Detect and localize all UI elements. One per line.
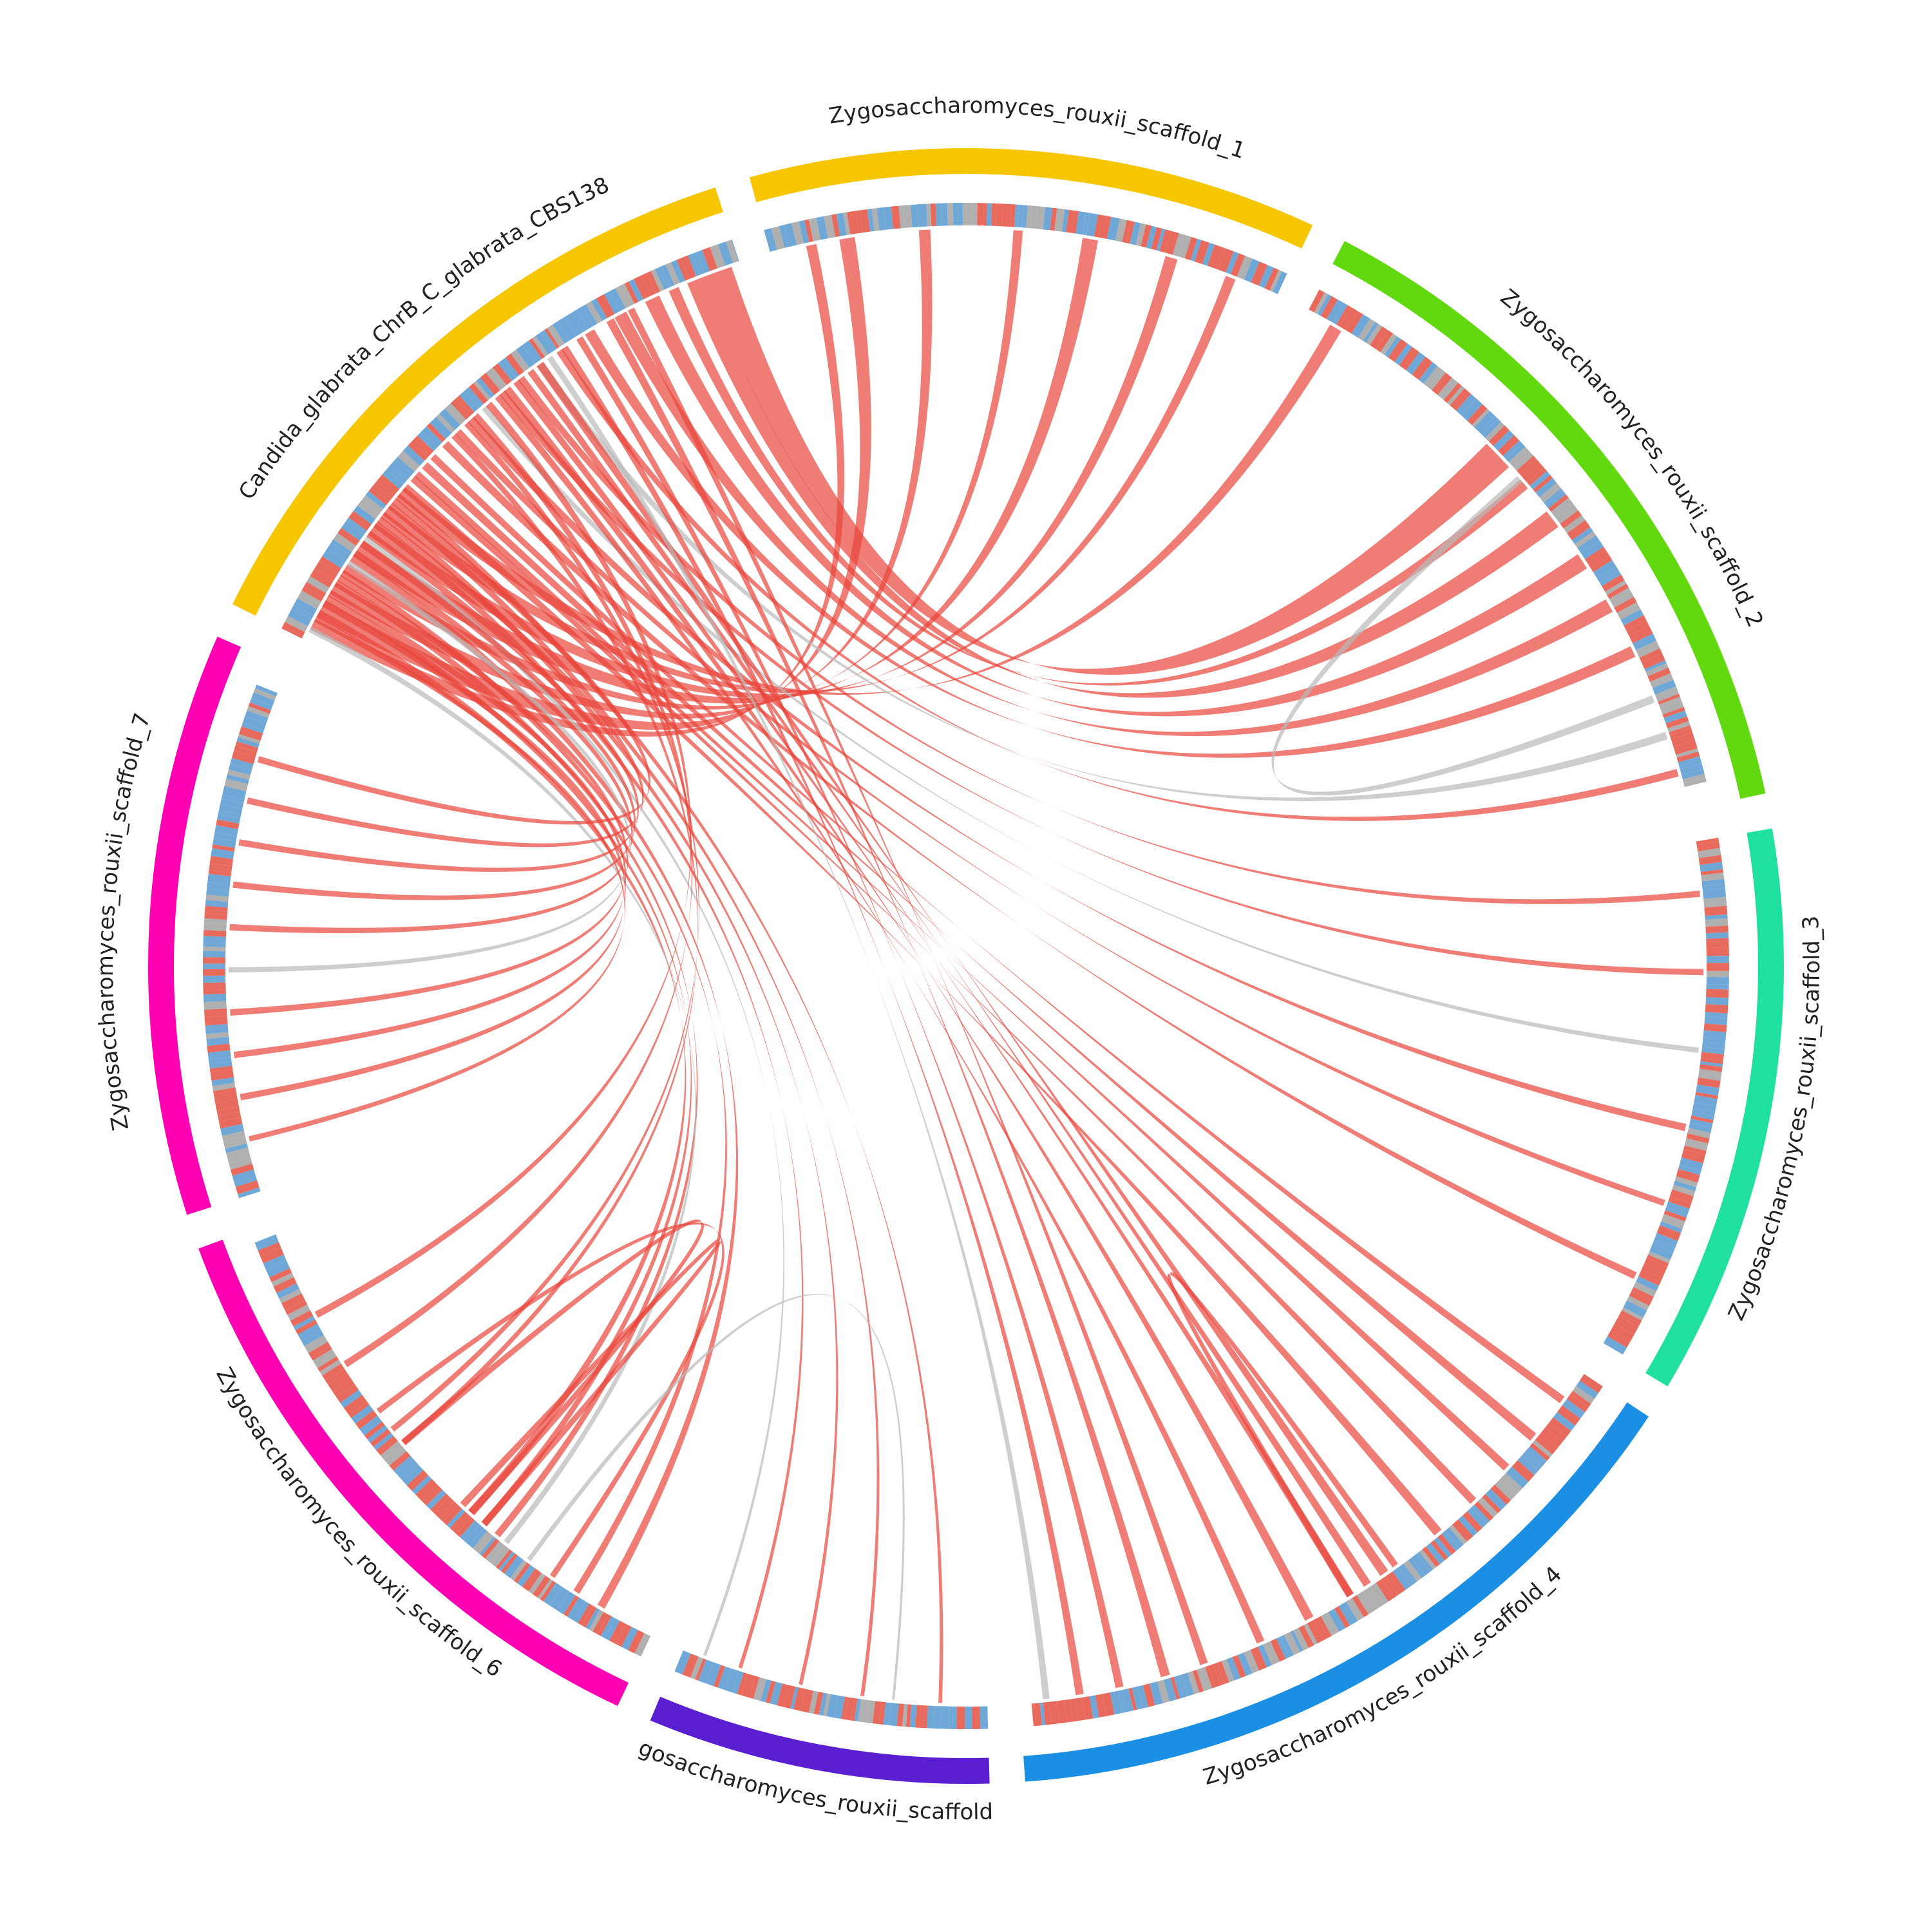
gene-band: [1706, 933, 1728, 939]
gene-band: [203, 976, 225, 983]
gene-band: [947, 203, 954, 225]
gene-band: [1706, 942, 1728, 948]
gene-band: [953, 203, 958, 225]
gene-band: [203, 957, 225, 963]
gene-band: [1705, 925, 1728, 933]
gene-band: [204, 1009, 227, 1018]
gene-band: [203, 951, 225, 957]
gene-band: [965, 1707, 972, 1729]
gene-band: [972, 203, 977, 225]
gene-band: [949, 1707, 953, 1729]
gene-band: [931, 204, 936, 226]
gene-band: [1706, 984, 1728, 990]
gene-band: [1707, 977, 1729, 985]
gene-band: [1001, 204, 1012, 227]
gene-band: [203, 947, 225, 951]
gene-band: [983, 203, 987, 225]
gene-band: [1705, 1004, 1728, 1014]
gene-band: [980, 1707, 989, 1729]
gene-band: [963, 203, 967, 225]
gene-band: [956, 1707, 965, 1729]
gene-band: [204, 936, 226, 943]
gene-band: [1707, 963, 1729, 971]
gene-band: [1704, 905, 1727, 916]
gene-band: [204, 923, 227, 931]
gene-band: [203, 943, 225, 947]
gene-band: [977, 203, 983, 225]
circos-diagram: Candida_glabrata_ChrB_C_glabrata_CBS138Z…: [0, 0, 1932, 1932]
gene-band: [934, 1706, 942, 1728]
gene-band: [996, 204, 1003, 226]
gene-band: [1707, 947, 1729, 956]
gene-band: [204, 930, 226, 937]
bg: [0, 0, 1932, 1932]
gene-band: [203, 969, 225, 976]
gene-band: [942, 203, 948, 225]
gene-band: [991, 204, 996, 226]
gene-band: [936, 204, 942, 226]
gene-band: [1705, 997, 1728, 1005]
gene-band: [1707, 971, 1729, 978]
gene-band: [972, 1707, 980, 1729]
gene-band: [952, 1707, 957, 1729]
gene-band: [203, 963, 225, 969]
gene-band: [987, 203, 992, 225]
gene-band: [927, 1705, 934, 1728]
gene-band: [203, 982, 225, 990]
gene-band: [1707, 956, 1729, 963]
gene-band: [958, 203, 963, 225]
gene-band: [917, 204, 927, 227]
gene-band: [204, 994, 226, 1002]
gene-band: [204, 1001, 227, 1009]
gene-band: [1706, 989, 1728, 998]
gene-band: [1705, 918, 1728, 927]
gene-band: [967, 203, 973, 225]
gene-band: [941, 1706, 949, 1728]
